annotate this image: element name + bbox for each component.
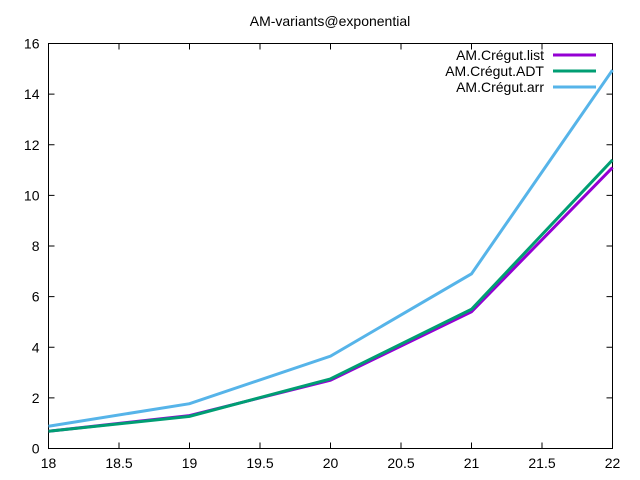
y-tick-label: 16 — [24, 36, 40, 52]
y-tick-label: 12 — [24, 137, 40, 153]
series-line-2 — [48, 69, 614, 428]
x-tick-label: 20.5 — [387, 455, 414, 471]
x-tick-label: 18 — [41, 455, 57, 471]
x-tick-label: 19.5 — [246, 455, 273, 471]
series-line-1 — [48, 158, 614, 433]
y-tick-label: 6 — [32, 289, 40, 305]
y-tick-label: 0 — [32, 441, 40, 457]
y-tick-label: 4 — [32, 339, 40, 355]
y-tick-label: 10 — [24, 187, 40, 203]
axis-ticks: 18 18.5 19 19.5 20 20.5 21 21.5 22 0 2 4 6 8 10 12 14 16 — [24, 36, 621, 472]
series-line-0 — [48, 166, 614, 433]
y-tick-label: 8 — [32, 238, 40, 254]
x-tick-label: 18.5 — [105, 455, 132, 471]
x-tick-label: 21 — [464, 455, 480, 471]
legend-label: AM.Crégut.list — [456, 47, 544, 63]
chart-title: AM-variants@exponential — [250, 13, 411, 29]
plot-frame — [48, 43, 613, 449]
series-lines — [48, 69, 614, 433]
x-tick-label: 21.5 — [528, 455, 555, 471]
x-tick-label: 19 — [182, 455, 198, 471]
legend-label: AM.Crégut.ADT — [445, 63, 544, 79]
y-tick-label: 14 — [24, 86, 40, 102]
y-tick-label: 2 — [32, 390, 40, 406]
legend-label: AM.Crégut.arr — [456, 79, 544, 95]
x-tick-label: 20 — [323, 455, 339, 471]
x-tick-label: 22 — [605, 455, 621, 471]
